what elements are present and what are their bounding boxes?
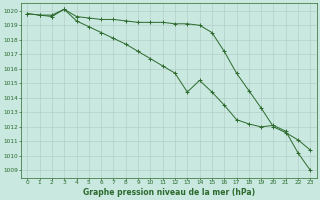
X-axis label: Graphe pression niveau de la mer (hPa): Graphe pression niveau de la mer (hPa): [83, 188, 255, 197]
